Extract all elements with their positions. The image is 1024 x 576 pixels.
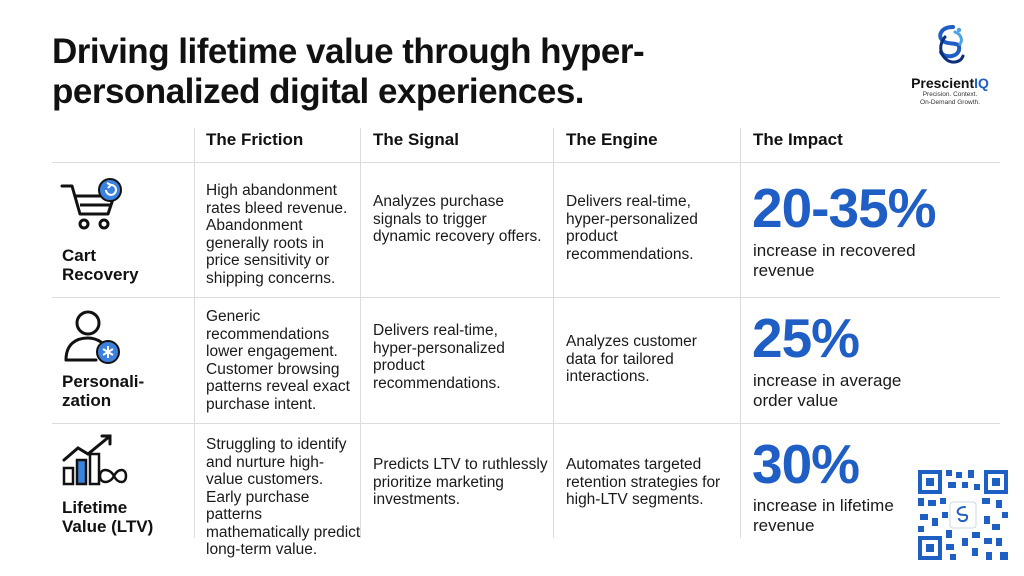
- cart-recovery-icon: [60, 178, 122, 230]
- page-title: Driving lifetime value through hyper-per…: [52, 32, 645, 111]
- impact-description: increase in average order value: [753, 371, 902, 410]
- cell-friction: High abandonment rates bleed revenue. Ab…: [206, 182, 348, 287]
- cell-friction: Generic recommendations lower engagement…: [206, 308, 350, 413]
- impact-value: 20-35%: [752, 177, 937, 239]
- impact-value: 25%: [752, 307, 860, 369]
- personalization-icon: [64, 310, 120, 364]
- column-header-signal: The Signal: [373, 130, 459, 149]
- logo-tagline-1: Precision. Context.: [922, 91, 978, 98]
- column-divider: [194, 128, 195, 538]
- logo-swirl-icon: [938, 25, 965, 64]
- column-divider: [360, 128, 361, 538]
- qr-code-icon[interactable]: [916, 468, 1010, 562]
- impact-description: increase in recovered revenue: [753, 241, 916, 280]
- cell-engine: Automates targeted retention strategies …: [566, 456, 721, 508]
- cell-engine: Analyzes customer data for tailored inte…: [566, 333, 697, 385]
- row-divider: [52, 297, 1000, 298]
- prescientiq-logo: PrescientIQ Precision. Context. On-Deman…: [902, 24, 998, 106]
- column-divider: [553, 128, 554, 538]
- cell-friction: Struggling to identify and nurture high-…: [206, 436, 361, 558]
- cell-signal: Delivers real-time, hyper-personalized p…: [373, 322, 505, 392]
- lifetime-value-growth-icon: [62, 434, 128, 486]
- row-label-lifetime-value: Lifetime Value (LTV): [62, 498, 154, 536]
- row-divider: [52, 423, 1000, 424]
- column-header-impact: The Impact: [753, 130, 843, 149]
- logo-name: PrescientIQ: [911, 75, 989, 91]
- cell-engine: Delivers real-time, hyper-personalized p…: [566, 193, 698, 263]
- row-label-cart-recovery: Cart Recovery: [62, 246, 139, 284]
- cell-signal: Analyzes purchase signals to trigger dyn…: [373, 193, 542, 245]
- column-divider: [740, 128, 741, 538]
- impact-value: 30%: [752, 433, 860, 495]
- cell-signal: Predicts LTV to ruthlessly prioritize ma…: [373, 456, 548, 508]
- impact-description: increase in lifetime revenue: [753, 496, 894, 535]
- row-label-personalization: Personali-zation: [62, 372, 145, 410]
- column-header-friction: The Friction: [206, 130, 304, 149]
- row-divider: [52, 162, 1000, 163]
- column-header-engine: The Engine: [566, 130, 658, 149]
- logo-tagline-2: On-Demand Growth.: [920, 98, 980, 106]
